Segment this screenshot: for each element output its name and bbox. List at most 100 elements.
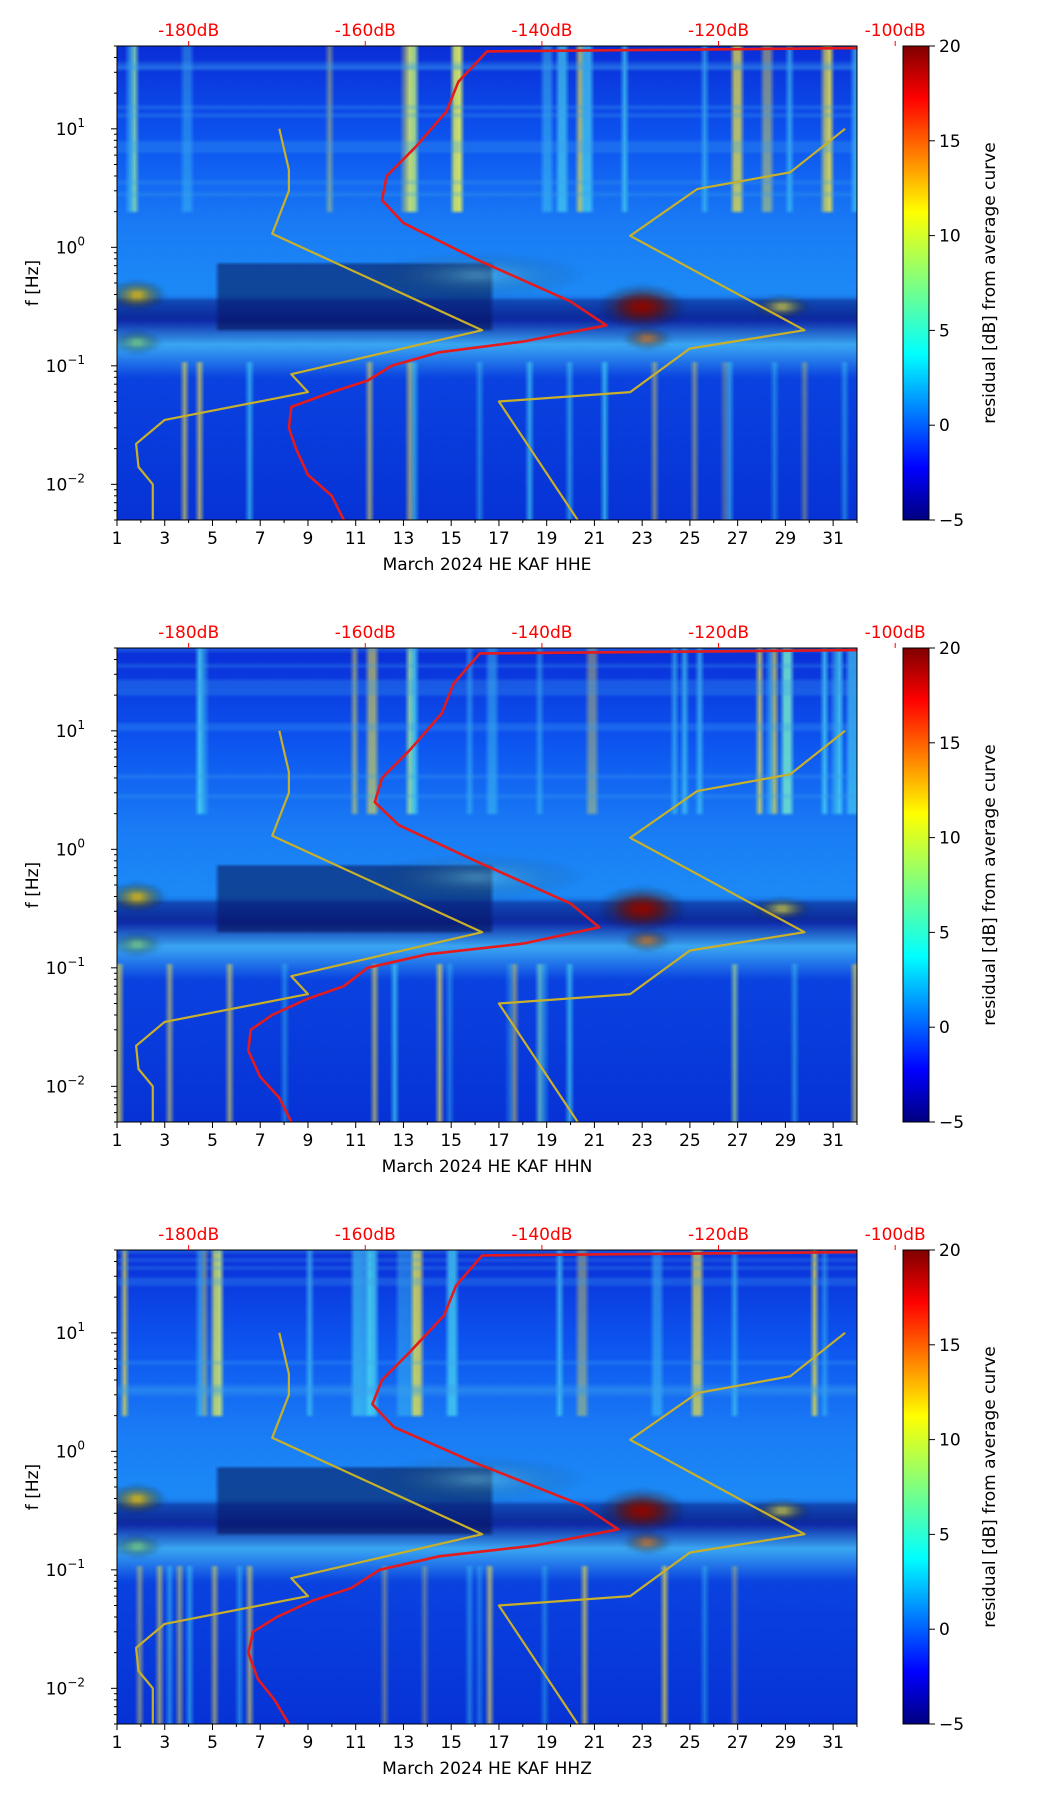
average-psd-curve [287, 46, 857, 520]
average-psd-curve [247, 1250, 857, 1724]
panel-hhz: 1 3 5 7 9 11 13 15 17 19 21 23 25 27 29 31 March 2024 HE… [0, 1204, 1052, 1806]
x-tick-label: 29 [775, 1733, 797, 1753]
average-psd-curve [247, 648, 857, 1122]
x-tick-label: 27 [727, 1733, 749, 1753]
y-axis-label: f [Hz] [23, 1464, 43, 1510]
x-tick-label: 11 [345, 1131, 367, 1151]
x-tick-label: 29 [775, 529, 797, 549]
x-tick-label: 21 [584, 1131, 606, 1151]
y-tick-label: 101 [56, 718, 85, 742]
x-tick-label: 15 [440, 529, 462, 549]
colorbar [902, 45, 930, 521]
colorbar-label: residual [dB] from average curve [980, 142, 1000, 423]
top-db-label: -180dB [158, 1225, 219, 1245]
x-tick-label: 29 [775, 1131, 797, 1151]
x-tick-label: 19 [536, 529, 558, 549]
x-tick-label: 23 [631, 1131, 653, 1151]
x-tick-label: 17 [488, 1733, 510, 1753]
noise-model-curve-2 [497, 1331, 846, 1724]
x-axis-label: March 2024 HE KAF HHN [382, 1157, 593, 1177]
top-db-label: -140dB [511, 21, 572, 41]
x-axis-label: March 2024 HE KAF HHE [383, 555, 592, 575]
x-tick-label: 31 [822, 1131, 844, 1151]
colorbar-tick-label: 10 [939, 829, 961, 849]
y-tick-label: 10−1 [46, 353, 85, 377]
x-tick-label: 23 [631, 529, 653, 549]
x-tick-label: 9 [303, 1733, 314, 1753]
colorbar-tick-label: 20 [939, 639, 961, 659]
colorbar-tick-label: −5 [939, 1715, 964, 1735]
x-tick-label: 1 [112, 1131, 123, 1151]
x-tick-label: 3 [159, 529, 170, 549]
panel-hhe: 1 3 5 7 9 11 13 15 17 19 21 23 25 27 29 31 March 2024 HE… [0, 0, 1052, 602]
colorbar-tick-label: −5 [939, 511, 964, 531]
top-db-label: -160dB [335, 623, 396, 643]
x-tick-label: 17 [488, 529, 510, 549]
x-tick-label: 7 [255, 1131, 266, 1151]
x-tick-label: 23 [631, 1733, 653, 1753]
y-tick-label: 10−2 [46, 1675, 85, 1699]
spectrogram-heatmap [117, 648, 857, 1122]
noise-model-curve-1 [135, 730, 484, 1122]
top-db-label: -180dB [158, 623, 219, 643]
top-db-label: -120dB [688, 21, 749, 41]
x-tick-label: 27 [727, 1131, 749, 1151]
y-tick-label: 101 [56, 116, 85, 140]
colorbar-tick-label: 10 [939, 1431, 961, 1451]
y-tick-label: 10−2 [46, 1073, 85, 1097]
x-tick-label: 25 [679, 1733, 701, 1753]
colorbar-tick-label: 15 [939, 132, 961, 152]
x-tick-label: 31 [822, 529, 844, 549]
colorbar-tick-label: 20 [939, 37, 961, 57]
colorbar-tick-label: −5 [939, 1113, 964, 1133]
y-tick-label: 100 [56, 836, 85, 860]
x-tick-label: 17 [488, 1131, 510, 1151]
panel-hhn: 1 3 5 7 9 11 13 15 17 19 21 23 25 27 29 31 March 2024 HE… [0, 602, 1052, 1204]
x-tick-label: 27 [727, 529, 749, 549]
y-tick-label: 100 [56, 234, 85, 258]
x-tick-label: 15 [440, 1131, 462, 1151]
x-tick-label: 7 [255, 1733, 266, 1753]
x-tick-label: 9 [303, 529, 314, 549]
top-db-label: -120dB [688, 623, 749, 643]
noise-model-curve-1 [135, 128, 484, 520]
y-tick-label: 10−2 [46, 471, 85, 495]
top-db-label: -180dB [158, 21, 219, 41]
x-tick-label: 5 [207, 529, 218, 549]
colorbar-label: residual [dB] from average curve [980, 744, 1000, 1025]
top-db-label: -100dB [865, 623, 926, 643]
x-tick-label: 3 [159, 1131, 170, 1151]
x-tick-label: 11 [345, 529, 367, 549]
x-tick-label: 25 [679, 529, 701, 549]
colorbar-tick-label: 0 [939, 1620, 950, 1640]
y-tick-label: 10−1 [46, 1557, 85, 1581]
x-tick-label: 9 [303, 1131, 314, 1151]
top-db-label: -100dB [865, 1225, 926, 1245]
top-db-label: -100dB [865, 21, 926, 41]
top-db-label: -120dB [688, 1225, 749, 1245]
x-tick-label: 15 [440, 1733, 462, 1753]
x-tick-label: 5 [207, 1131, 218, 1151]
colorbar [902, 647, 930, 1123]
x-axis-label: March 2024 HE KAF HHZ [382, 1759, 592, 1779]
y-tick-label: 10−1 [46, 955, 85, 979]
x-tick-label: 21 [584, 529, 606, 549]
colorbar-tick-label: 10 [939, 227, 961, 247]
colorbar-tick-label: 5 [939, 321, 950, 341]
colorbar-tick-label: 0 [939, 1018, 950, 1038]
x-tick-label: 7 [255, 529, 266, 549]
x-tick-label: 5 [207, 1733, 218, 1753]
noise-model-curve-2 [497, 729, 846, 1122]
spectrogram-heatmap [117, 1250, 857, 1724]
colorbar-tick-label: 15 [939, 1336, 961, 1356]
x-tick-label: 13 [393, 1131, 415, 1151]
colorbar-tick-label: 20 [939, 1241, 961, 1261]
top-db-label: -140dB [511, 1225, 572, 1245]
x-tick-label: 19 [536, 1733, 558, 1753]
x-tick-label: 1 [112, 1733, 123, 1753]
x-tick-label: 19 [536, 1131, 558, 1151]
